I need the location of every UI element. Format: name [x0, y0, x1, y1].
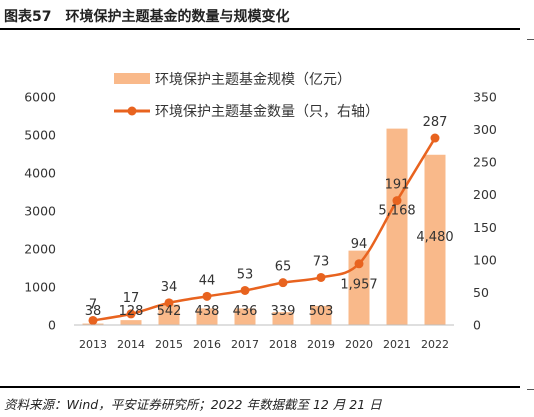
bar — [272, 312, 294, 325]
bar-value-label: 5,168 — [378, 204, 415, 219]
line-point — [354, 259, 364, 269]
line-series — [88, 133, 440, 325]
line-point — [240, 285, 250, 295]
bar-value-label: 339 — [271, 304, 296, 319]
bar-value-label: 542 — [157, 304, 182, 319]
line-value-label: 65 — [275, 260, 292, 275]
bar-value-label: 503 — [309, 304, 334, 319]
bar — [386, 128, 408, 325]
axes: 0 1000 2000 3000 4000 5000 6000 0 50 100 150 200 250… — [24, 90, 497, 352]
y-right-tick-label: 0 — [473, 318, 481, 333]
legend-line-label: 环境保护主题基金数量（只，右轴） — [155, 103, 379, 120]
bar — [196, 308, 218, 325]
y-right-tick-label: 150 — [473, 220, 497, 235]
x-tick-label: 2014 — [117, 338, 145, 351]
bar-value-label: 436 — [233, 304, 258, 319]
bar-value-label: 128 — [119, 304, 144, 319]
legend-bar-label: 环境保护主题基金规模（亿元） — [155, 71, 351, 88]
x-tick-label: 2018 — [269, 338, 297, 351]
line-point — [88, 315, 98, 325]
y-right-tick-label: 250 — [473, 155, 497, 170]
source-bar: 资料来源：Wind，平安证券研究所；2022 年数据截至 12 月 21 日 — [0, 386, 520, 416]
line-value-label: 287 — [423, 115, 448, 130]
divider-mark — [527, 39, 534, 40]
y-left-tick-label: 2000 — [24, 242, 56, 257]
bar — [234, 308, 256, 325]
y-left-tick-label: 3000 — [24, 204, 56, 219]
legend: 环境保护主题基金规模（亿元） 环境保护主题基金数量（只，右轴） — [114, 71, 379, 120]
y-left-tick-label: 5000 — [24, 128, 56, 143]
x-tick-label: 2021 — [383, 338, 411, 351]
x-tick-label: 2013 — [79, 338, 107, 351]
y-left-tick-label: 4000 — [24, 166, 56, 181]
line-point — [316, 272, 326, 282]
x-tick-label: 2015 — [155, 338, 183, 351]
line-value-label: 17 — [123, 291, 140, 306]
x-tick-label: 2019 — [307, 338, 335, 351]
legend-bar-swatch — [114, 73, 150, 84]
divider-mark — [527, 389, 534, 390]
line-value-label: 94 — [351, 237, 368, 252]
figure-title-bar: 图表57 环境保护主题基金的数量与规模变化 — [0, 0, 520, 30]
y-right-tick-label: 200 — [473, 187, 497, 202]
line-value-label: 7 — [89, 297, 97, 312]
y-right-tick-label: 50 — [473, 285, 489, 300]
line-point — [430, 133, 440, 143]
legend-line-marker — [127, 106, 137, 116]
y-left-tick-label: 0 — [48, 318, 56, 333]
bar-series — [82, 128, 446, 325]
x-tick-label: 2020 — [345, 338, 373, 351]
y-right-tick-label: 350 — [473, 90, 497, 105]
line-value-label: 44 — [199, 273, 216, 288]
y-right-tick-label: 300 — [473, 122, 497, 137]
x-tick-label: 2017 — [231, 338, 259, 351]
line-value-label: 73 — [313, 254, 330, 269]
bar — [310, 305, 332, 325]
x-tick-label: 2022 — [421, 338, 449, 351]
y-left-tick-label: 1000 — [24, 280, 56, 295]
line-point — [278, 278, 288, 288]
bar — [120, 320, 142, 325]
line-value-label: 191 — [385, 178, 410, 193]
line-value-label: 34 — [161, 280, 178, 295]
x-tick-label: 2016 — [193, 338, 221, 351]
line-point — [392, 196, 402, 206]
y-left-tick-label: 6000 — [24, 90, 56, 105]
bar-value-label: 4,480 — [416, 230, 453, 245]
line-value-label: 53 — [237, 267, 254, 282]
line-point — [126, 309, 136, 319]
bar — [158, 304, 180, 325]
y-right-tick-label: 100 — [473, 252, 497, 267]
figure-title: 图表57 环境保护主题基金的数量与规模变化 — [4, 9, 290, 25]
line-point — [164, 298, 174, 308]
bar-value-label: 38 — [85, 304, 102, 319]
bar-value-label: 438 — [195, 304, 220, 319]
series-line — [92, 137, 437, 322]
bar-value-label: 1,957 — [340, 278, 377, 293]
bar — [424, 154, 446, 325]
source-note: 资料来源：Wind，平安证券研究所；2022 年数据截至 12 月 21 日 — [4, 397, 382, 412]
line-point — [202, 291, 212, 301]
